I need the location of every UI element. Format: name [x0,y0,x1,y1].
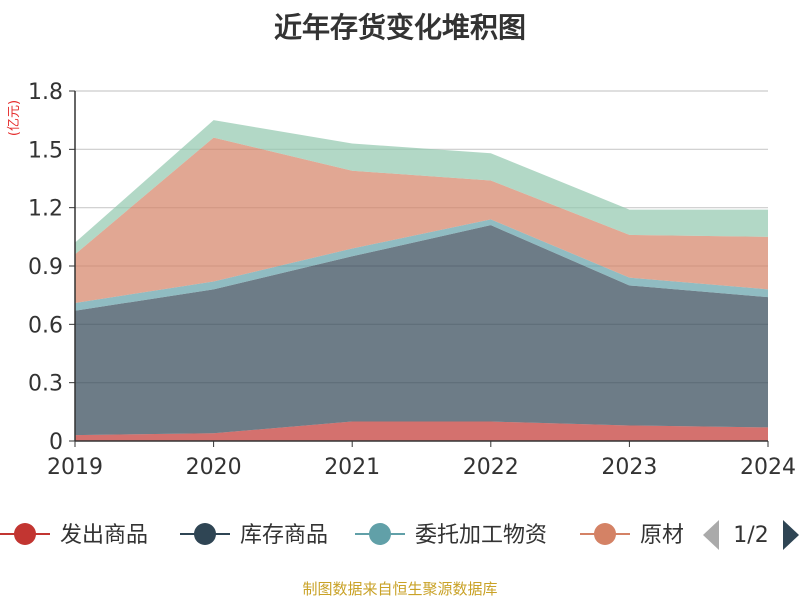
y-tick-label: 1.2 [28,197,63,222]
legend-item[interactable]: 委托加工物资 [355,523,547,548]
legend-marker-icon [14,523,36,545]
legend-items: 发出商品 库存商品 委托加工物资 原材料 [0,523,706,548]
legend-marker-icon [194,523,216,545]
legend-label: 发出商品 [60,523,148,548]
area-series-5 [75,120,768,255]
x-tick-label: 2024 [740,455,796,480]
legend-page-indicator: 1/2 [733,523,768,548]
legend-item[interactable]: 库存商品 [180,523,328,548]
legend-item[interactable]: 发出商品 [0,523,148,548]
legend-prev-arrow-icon[interactable] [703,520,719,550]
area-series [75,120,768,441]
legend-label: 委托加工物资 [415,523,547,548]
legend-label: 库存商品 [240,523,328,548]
chart-title: 近年存货变化堆积图 [274,11,526,44]
area-series-2 [75,225,768,436]
x-tick-label: 2023 [601,455,657,480]
y-tick-label: 0.9 [28,255,63,280]
legend-label: 原材料 [640,523,706,548]
x-tick-label: 2022 [463,455,519,480]
legend-pager: 1/2 [703,520,799,550]
y-tick-label: 1.8 [28,80,63,105]
data-source-note: 制图数据来自恒生聚源数据库 [302,580,497,598]
y-tick-label: 0.3 [28,372,63,397]
legend: 发出商品 库存商品 委托加工物资 原材料 [0,523,706,548]
y-tick-label: 0 [49,430,63,455]
x-tick-labels: 2019 2020 2021 2022 2023 2024 [47,441,796,480]
y-tick-label: 0.6 [28,313,63,338]
x-tick-label: 2020 [186,455,242,480]
legend-marker-icon [594,523,616,545]
area-series-3 [75,219,768,311]
y-axis-label: (亿元) [7,100,22,136]
x-tick-label: 2019 [47,455,103,480]
y-tick-label: 1.5 [28,138,63,163]
y-tick-labels: 0 0.3 0.6 0.9 1.2 1.5 1.8 [28,80,63,455]
area-series-1 [75,421,768,441]
area-series-4 [75,137,768,303]
x-tick-label: 2021 [324,455,380,480]
axes [74,91,768,442]
legend-next-arrow-icon[interactable] [783,520,799,550]
legend-item[interactable]: 原材料 [580,523,706,548]
legend-marker-icon [369,523,391,545]
